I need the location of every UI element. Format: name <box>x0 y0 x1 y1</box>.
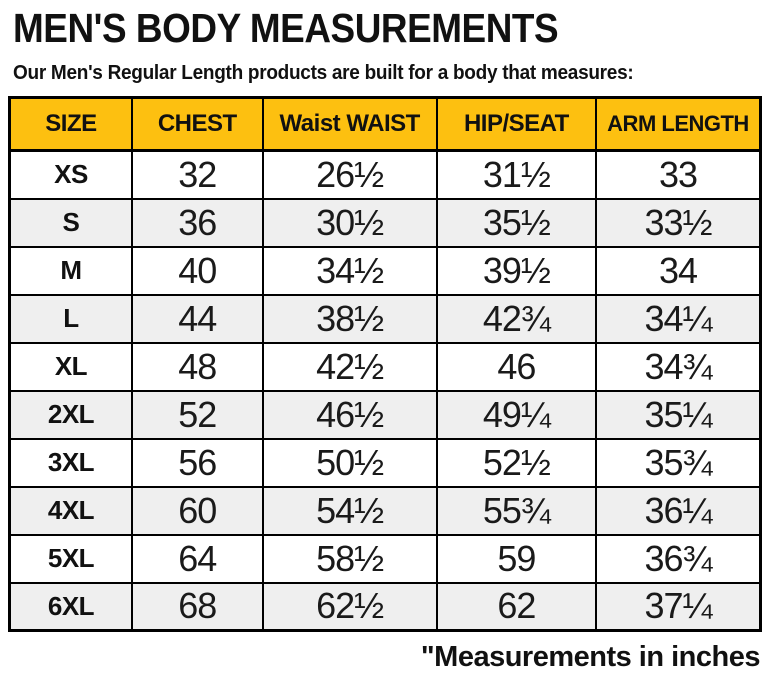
size-cell: 2XL <box>8 389 133 440</box>
value-cell: 35¼ <box>595 389 762 440</box>
value-cell: 44 <box>130 293 264 344</box>
value-cell: 42¾ <box>435 293 598 344</box>
column-header-chest: CHEST <box>130 96 264 152</box>
size-cell: 6XL <box>8 581 133 632</box>
value-cell: 36 <box>130 197 264 248</box>
value-cell: 50½ <box>261 437 438 488</box>
table-row: L 44 38½ 42¾ 34¼ <box>8 293 762 344</box>
value-cell: 60 <box>130 485 264 536</box>
table-row: XS 32 26½ 31½ 33 <box>8 149 762 200</box>
value-cell: 52½ <box>435 437 598 488</box>
size-chart-table: SIZE CHEST Waist WAIST HIP/SEAT ARM LENG… <box>8 96 762 632</box>
column-header-size: SIZE <box>8 96 133 152</box>
table-row: 4XL 60 54½ 55¾ 36¼ <box>8 485 762 536</box>
value-cell: 30½ <box>261 197 438 248</box>
value-cell: 46½ <box>261 389 438 440</box>
value-cell: 34¾ <box>595 341 762 392</box>
size-cell: 3XL <box>8 437 133 488</box>
value-cell: 64 <box>130 533 264 584</box>
value-cell: 26½ <box>261 149 438 200</box>
value-cell: 68 <box>130 581 264 632</box>
value-cell: 36¾ <box>595 533 762 584</box>
page-title: MEN'S BODY MEASUREMENTS <box>13 5 559 51</box>
size-cell: 5XL <box>8 533 133 584</box>
value-cell: 36¼ <box>595 485 762 536</box>
value-cell: 56 <box>130 437 264 488</box>
size-cell: XL <box>8 341 133 392</box>
value-cell: 42½ <box>261 341 438 392</box>
column-header-arm-length: ARM LENGTH <box>595 96 762 152</box>
table-row: XL 48 42½ 46 34¾ <box>8 341 762 392</box>
value-cell: 35¾ <box>595 437 762 488</box>
value-cell: 33½ <box>595 197 762 248</box>
value-cell: 52 <box>130 389 264 440</box>
value-cell: 54½ <box>261 485 438 536</box>
value-cell: 34½ <box>261 245 438 296</box>
value-cell: 40 <box>130 245 264 296</box>
header-row: SIZE CHEST Waist WAIST HIP/SEAT ARM LENG… <box>8 96 762 152</box>
size-cell: L <box>8 293 133 344</box>
footer-note: "Measurements in inches <box>420 641 761 673</box>
column-header-waist: Waist WAIST <box>261 96 438 152</box>
table-row: 5XL 64 58½ 59 36¾ <box>8 533 762 584</box>
value-cell: 59 <box>435 533 598 584</box>
value-cell: 33 <box>595 149 762 200</box>
table-row: S 36 30½ 35½ 33½ <box>8 197 762 248</box>
value-cell: 62 <box>435 581 598 632</box>
value-cell: 48 <box>130 341 264 392</box>
value-cell: 32 <box>130 149 264 200</box>
value-cell: 58½ <box>261 533 438 584</box>
value-cell: 35½ <box>435 197 598 248</box>
value-cell: 31½ <box>435 149 598 200</box>
value-cell: 55¾ <box>435 485 598 536</box>
value-cell: 46 <box>435 341 598 392</box>
table-row: 3XL 56 50½ 52½ 35¾ <box>8 437 762 488</box>
table-row: M 40 34½ 39½ 34 <box>8 245 762 296</box>
table-row: 6XL 68 62½ 62 37¼ <box>8 581 762 632</box>
size-cell: 4XL <box>8 485 133 536</box>
value-cell: 39½ <box>435 245 598 296</box>
column-header-hip: HIP/SEAT <box>435 96 598 152</box>
subtitle: Our Men's Regular Length products are bu… <box>13 62 634 84</box>
size-cell: S <box>8 197 133 248</box>
value-cell: 38½ <box>261 293 438 344</box>
value-cell: 34¼ <box>595 293 762 344</box>
value-cell: 62½ <box>261 581 438 632</box>
size-cell: XS <box>8 149 133 200</box>
value-cell: 34 <box>595 245 762 296</box>
value-cell: 37¼ <box>595 581 762 632</box>
table-row: 2XL 52 46½ 49¼ 35¼ <box>8 389 762 440</box>
size-cell: M <box>8 245 133 296</box>
value-cell: 49¼ <box>435 389 598 440</box>
